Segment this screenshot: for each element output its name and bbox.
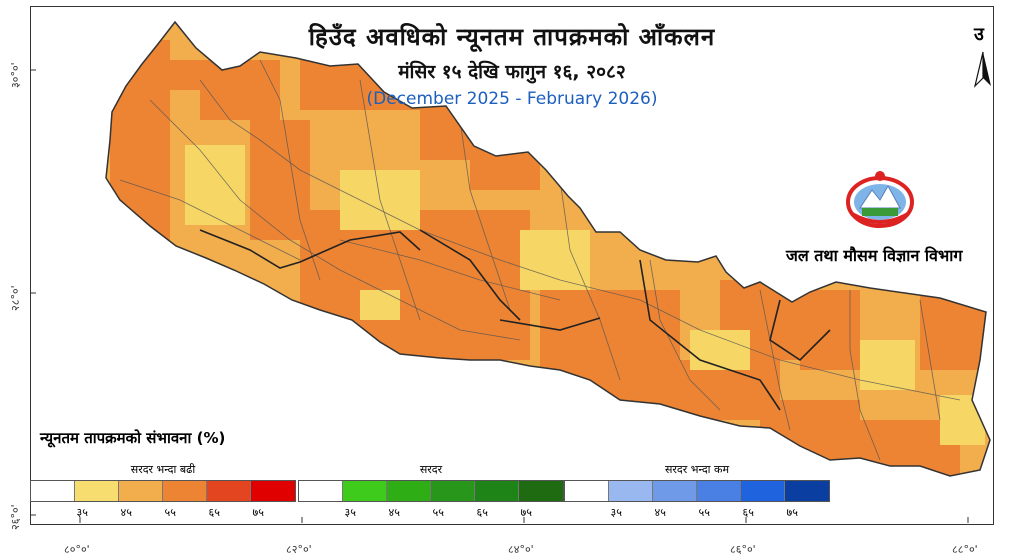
legend-tick-label: ७५ (786, 506, 798, 519)
legend-swatch (31, 481, 75, 501)
legend-swatch (119, 481, 163, 501)
legend-above-normal: सरदर भन्दा बढी ३५ ४५ ५५ ६५ ७५ (30, 462, 296, 520)
map-cell-light (860, 340, 915, 390)
legend-tick-label: ३५ (610, 506, 622, 519)
government-emblem-icon (846, 171, 914, 228)
map-cell-dark (200, 60, 280, 120)
legend-tick-label: ६५ (208, 506, 220, 519)
map-date-range-english: (December 2025 - February 2026) (366, 89, 658, 109)
legend-swatch (741, 481, 785, 501)
lon-label: ८०°०' (64, 543, 90, 556)
lat-label: ३०°०' (9, 62, 22, 88)
lat-label: २८°०' (9, 285, 22, 311)
north-arrow-icon (973, 51, 991, 88)
legend-tick-label: ६५ (476, 506, 488, 519)
legend-swatch (653, 481, 697, 501)
legend-ticks: ३५ ४५ ५५ ६५ ७५ (564, 505, 830, 520)
legend-tick-label: ४५ (654, 506, 666, 519)
legend-swatches (298, 480, 564, 502)
map-cell-light (520, 230, 590, 290)
legend-swatches (30, 480, 296, 502)
map-cell-light (690, 330, 750, 370)
legend-swatch (343, 481, 387, 501)
legend-tick-label: ४५ (388, 506, 400, 519)
lon-label: ८६°०' (730, 543, 756, 556)
axis-ticks (30, 69, 969, 523)
legend-swatch (609, 481, 653, 501)
map-cell-light (360, 290, 400, 320)
map-cell-dark (470, 150, 540, 190)
legend-ticks: ३५ ४५ ५५ ६५ ७५ (30, 505, 296, 520)
legend-tick-label: ५५ (164, 506, 176, 519)
legend-swatch (785, 481, 829, 501)
legend-swatch (565, 481, 609, 501)
legend-group-label: सरदर भन्दा कम (664, 463, 730, 476)
legend-group-label: सरदर (419, 463, 443, 476)
map-title: हिउँद अवधिको न्यूनतम तापक्रमको आँकलन (308, 23, 716, 51)
legend-swatch (519, 481, 563, 501)
legend-normal: सरदर ३५ ४५ ५५ ६५ ७५ (298, 462, 564, 520)
map-cell-light (940, 395, 985, 445)
legend-swatch (299, 481, 343, 501)
legend-group-label: सरदर भन्दा बढी (130, 463, 196, 476)
legend-swatch (387, 481, 431, 501)
legend-tick-label: ३५ (344, 506, 356, 519)
legend-tick-label: ३५ (76, 506, 88, 519)
lat-label: २६°०' (9, 504, 22, 530)
map-cell-dark (300, 210, 530, 360)
lon-label: ८२°०' (286, 543, 312, 556)
map-date-range: मंसिर १५ देखि फागुन १६, २०८२ (398, 61, 626, 83)
legend-swatch (251, 481, 295, 501)
legend-swatch (697, 481, 741, 501)
legend-swatch (75, 481, 119, 501)
legend-swatch (475, 481, 519, 501)
lon-label: ८४°०' (508, 543, 534, 556)
legend-ticks: ३५ ४५ ५५ ६५ ७५ (298, 505, 564, 520)
lon-label: ८८°०' (952, 543, 978, 556)
legend-tick-label: ४५ (120, 506, 132, 519)
legend-swatch (207, 481, 251, 501)
province-boundaries (199, 229, 831, 411)
legend-tick-label: ६५ (742, 506, 754, 519)
legend-tick-label: ७५ (520, 506, 532, 519)
legend-swatches (564, 480, 830, 502)
map-cell-light (185, 145, 245, 225)
legend-swatch (431, 481, 475, 501)
nepal-outline (105, 20, 991, 477)
north-label: उ (974, 24, 984, 45)
legend-swatch (163, 481, 207, 501)
legend-tick-label: ७५ (252, 506, 264, 519)
legend-below-normal: सरदर भन्दा कम ३५ ४५ ५५ ६५ ७५ (564, 462, 830, 520)
legend-tick-label: ५५ (432, 506, 444, 519)
agency-name: जल तथा मौसम विज्ञान विभाग (786, 246, 963, 265)
legend-tick-label: ५५ (698, 506, 710, 519)
legend-title: न्यूनतम तापक्रमको संभावना (%) (40, 429, 226, 447)
map-cell-dark (170, 60, 200, 90)
